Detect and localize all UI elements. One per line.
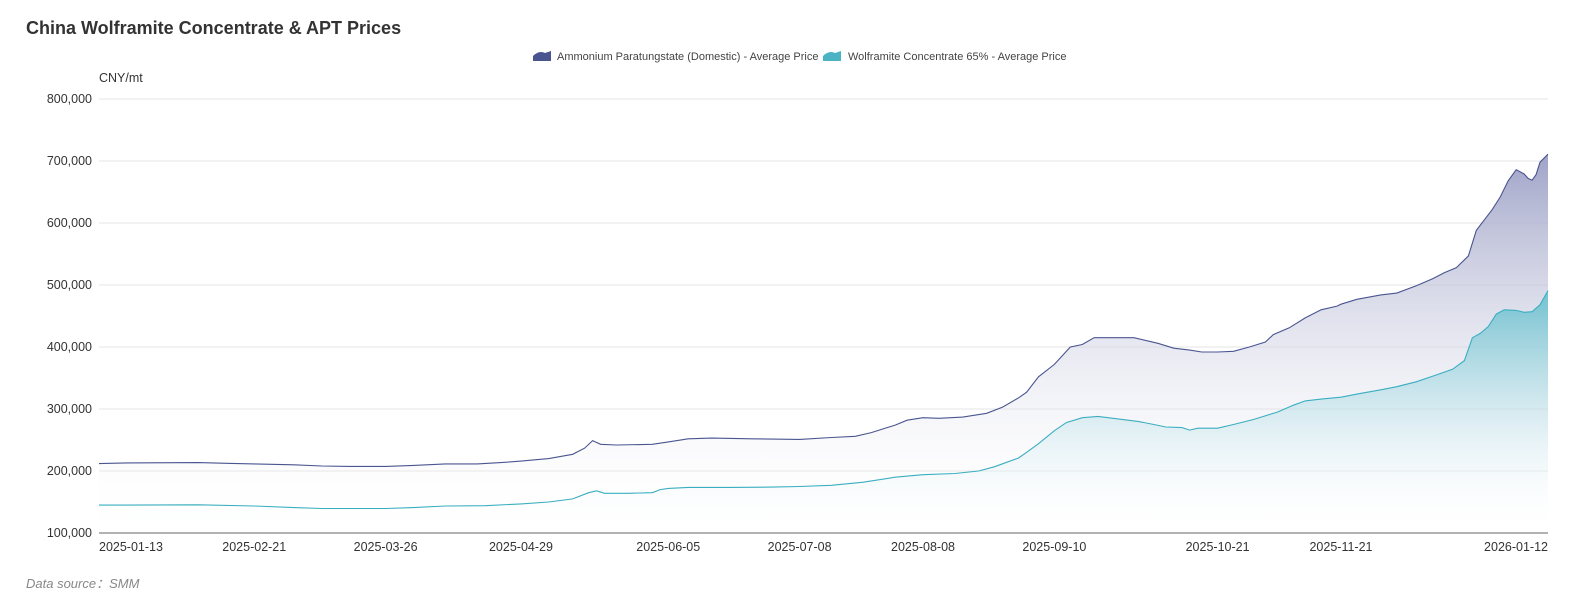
- chart-title: China Wolframite Concentrate & APT Price…: [26, 18, 402, 38]
- x-tick-label: 2025-09-10: [1022, 540, 1086, 554]
- x-tick-label: 2025-06-05: [636, 540, 700, 554]
- y-tick-label: 600,000: [47, 216, 92, 230]
- legend-swatch-apt: [533, 51, 551, 61]
- y-tick-label: 400,000: [47, 340, 92, 354]
- x-tick-label: 2025-11-21: [1309, 540, 1372, 554]
- y-tick-label: 200,000: [47, 464, 92, 478]
- y-tick-label: 700,000: [47, 154, 92, 168]
- x-tick-label: 2025-08-08: [891, 540, 955, 554]
- legend: Ammonium Paratungstate (Domestic) - Aver…: [533, 51, 1066, 63]
- x-tick-label: 2025-07-08: [768, 540, 832, 554]
- legend-label-apt: Ammonium Paratungstate (Domestic) - Aver…: [557, 51, 818, 63]
- y-axis-ticks: 100,000 200,000 300,000 400,000 500,000 600,0…: [47, 92, 92, 540]
- data-source-note: Data source：SMM: [26, 576, 140, 591]
- x-tick-label: 2025-01-13: [99, 540, 163, 554]
- y-axis-unit-label: CNY/mt: [99, 71, 143, 85]
- series-area-wolframite: [99, 290, 1548, 533]
- x-axis-ticks: 2025-01-13 2025-02-21 2025-03-26 2025-04-29…: [99, 540, 1548, 554]
- x-tick-label: 2025-04-29: [489, 540, 553, 554]
- plot-area: [98, 153, 1549, 533]
- y-tick-label: 100,000: [47, 526, 92, 540]
- x-tick-label: 2025-10-21: [1186, 540, 1250, 554]
- series-line-wolframite[interactable]: [98, 290, 1549, 510]
- x-tick-label: 2025-03-26: [354, 540, 418, 554]
- legend-label-wolframite: Wolframite Concentrate 65% - Average Pri…: [848, 51, 1066, 63]
- x-tick-label: 2025-02-21: [222, 540, 286, 554]
- legend-item-wolframite[interactable]: Wolframite Concentrate 65% - Average Pri…: [823, 51, 1066, 63]
- x-tick-label: 2026-01-12: [1484, 540, 1548, 554]
- y-tick-label: 500,000: [47, 278, 92, 292]
- legend-swatch-wolframite: [823, 51, 841, 61]
- y-tick-label: 300,000: [47, 402, 92, 416]
- legend-item-apt[interactable]: Ammonium Paratungstate (Domestic) - Aver…: [533, 51, 818, 63]
- y-tick-label: 800,000: [47, 92, 92, 106]
- series-line-apt[interactable]: [98, 153, 1549, 467]
